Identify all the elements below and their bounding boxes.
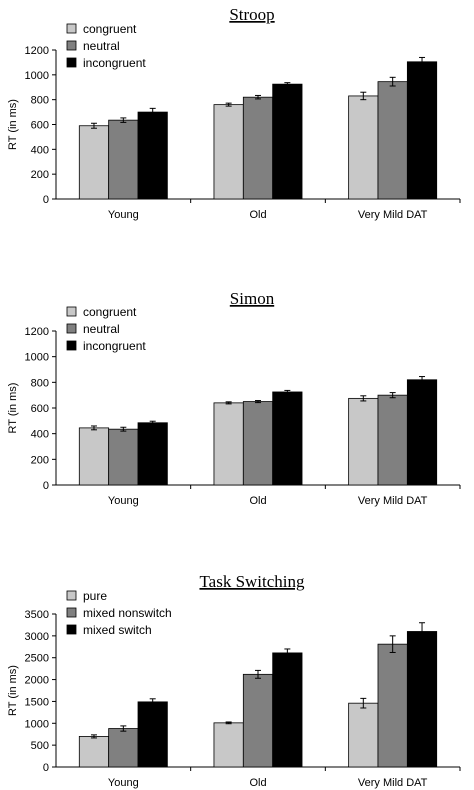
chart-3: Task Switching 0 500 1000 1500 2000 2500 3000 35…: [7, 572, 461, 789]
y-tick-label: 800: [31, 377, 49, 389]
bar-mixed-switch-old: [272, 652, 303, 768]
bar-neutral-old: [242, 401, 274, 486]
category-label: Old: [249, 209, 266, 221]
bar-pure-old: [213, 722, 244, 768]
legend-label: mixed switch: [83, 623, 152, 637]
category-label: Very Mild DAT: [358, 777, 428, 789]
category-label: Young: [108, 777, 139, 789]
bar-congruent-very-mild-dat: [348, 95, 379, 200]
legend-swatch: [66, 323, 77, 334]
bar-mixed-nonswitch-young: [108, 728, 139, 768]
category-label: Very Mild DAT: [358, 209, 428, 221]
y-tick-label: 1000: [25, 718, 49, 730]
bar-neutral-old: [242, 96, 274, 200]
y-tick-label: 400: [31, 429, 49, 441]
legend-label: congruent: [83, 22, 137, 36]
chart-title: Task Switching: [199, 572, 305, 591]
bar-mixed-nonswitch-old: [242, 673, 274, 768]
legend-swatch: [66, 40, 77, 51]
category-label: Very Mild DAT: [358, 495, 428, 507]
chart-title: Stroop: [229, 5, 274, 24]
bar-mixed-nonswitch-very-mild-dat: [377, 643, 408, 768]
legend-swatch: [66, 57, 77, 68]
y-tick-label: 3500: [25, 609, 49, 621]
bar-neutral-very-mild-dat: [377, 81, 408, 200]
chart-2: Simon 0 200 400 600 800 1000 1200 RT (in ms) Youn…: [7, 289, 461, 507]
bar-congruent-old: [213, 104, 244, 200]
bar-congruent-very-mild-dat: [348, 397, 379, 486]
chart-1: Stroop 0 200 400 600 800 1000 1200 RT (in ms) You…: [7, 5, 461, 221]
bar-congruent-old: [213, 402, 244, 486]
bar-pure-very-mild-dat: [348, 702, 379, 768]
y-tick-label: 1200: [25, 45, 49, 57]
category-label: Old: [249, 777, 266, 789]
legend-label: neutral: [83, 39, 120, 53]
legend-label: incongruent: [83, 339, 146, 353]
legend-label: pure: [83, 589, 107, 603]
y-tick-label: 2000: [25, 675, 49, 687]
y-tick-label: 400: [31, 144, 49, 156]
y-axis-label: RT (in ms): [7, 665, 19, 716]
legend-label: incongruent: [83, 56, 146, 70]
bar-neutral-young: [108, 428, 139, 486]
legend-label: congruent: [83, 305, 137, 319]
bar-incongruent-very-mild-dat: [406, 61, 438, 200]
legend-swatch: [66, 340, 77, 351]
bar-incongruent-old: [272, 83, 303, 200]
bar-pure-young: [78, 736, 110, 768]
legend-swatch: [66, 23, 77, 34]
legend-swatch: [66, 590, 77, 601]
y-tick-label: 1000: [25, 352, 49, 364]
legend-swatch: [66, 607, 77, 618]
y-tick-label: 800: [31, 95, 49, 107]
y-tick-label: 0: [43, 762, 49, 774]
bar-neutral-young: [108, 119, 139, 200]
y-tick-label: 600: [31, 120, 49, 132]
bar-mixed-switch-young: [137, 701, 168, 768]
y-tick-label: 600: [31, 403, 49, 415]
category-label: Old: [249, 495, 266, 507]
legend-label: neutral: [83, 322, 120, 336]
category-label: Young: [108, 209, 139, 221]
bar-congruent-young: [78, 427, 110, 486]
y-tick-label: 200: [31, 169, 49, 181]
legend-label: mixed nonswitch: [83, 606, 172, 620]
bar-incongruent-young: [137, 111, 168, 200]
y-tick-label: 500: [31, 740, 49, 752]
y-axis-label: RT (in ms): [7, 383, 19, 434]
category-label: Young: [108, 495, 139, 507]
chart-title: Simon: [230, 289, 275, 308]
bar-congruent-young: [78, 125, 110, 200]
bar-incongruent-young: [137, 422, 168, 486]
y-tick-label: 3000: [25, 631, 49, 643]
y-tick-label: 1500: [25, 696, 49, 708]
bar-incongruent-old: [272, 391, 303, 486]
y-tick-label: 200: [31, 454, 49, 466]
y-tick-label: 2500: [25, 653, 49, 665]
bar-mixed-switch-very-mild-dat: [406, 631, 438, 768]
y-axis-label: RT (in ms): [7, 99, 19, 150]
y-tick-label: 1200: [25, 326, 49, 338]
legend-swatch: [66, 306, 77, 317]
bar-incongruent-very-mild-dat: [406, 379, 438, 486]
y-tick-label: 0: [43, 480, 49, 492]
bar-neutral-very-mild-dat: [377, 394, 408, 486]
legend-swatch: [66, 624, 77, 635]
y-tick-label: 0: [43, 194, 49, 206]
y-tick-label: 1000: [25, 70, 49, 82]
